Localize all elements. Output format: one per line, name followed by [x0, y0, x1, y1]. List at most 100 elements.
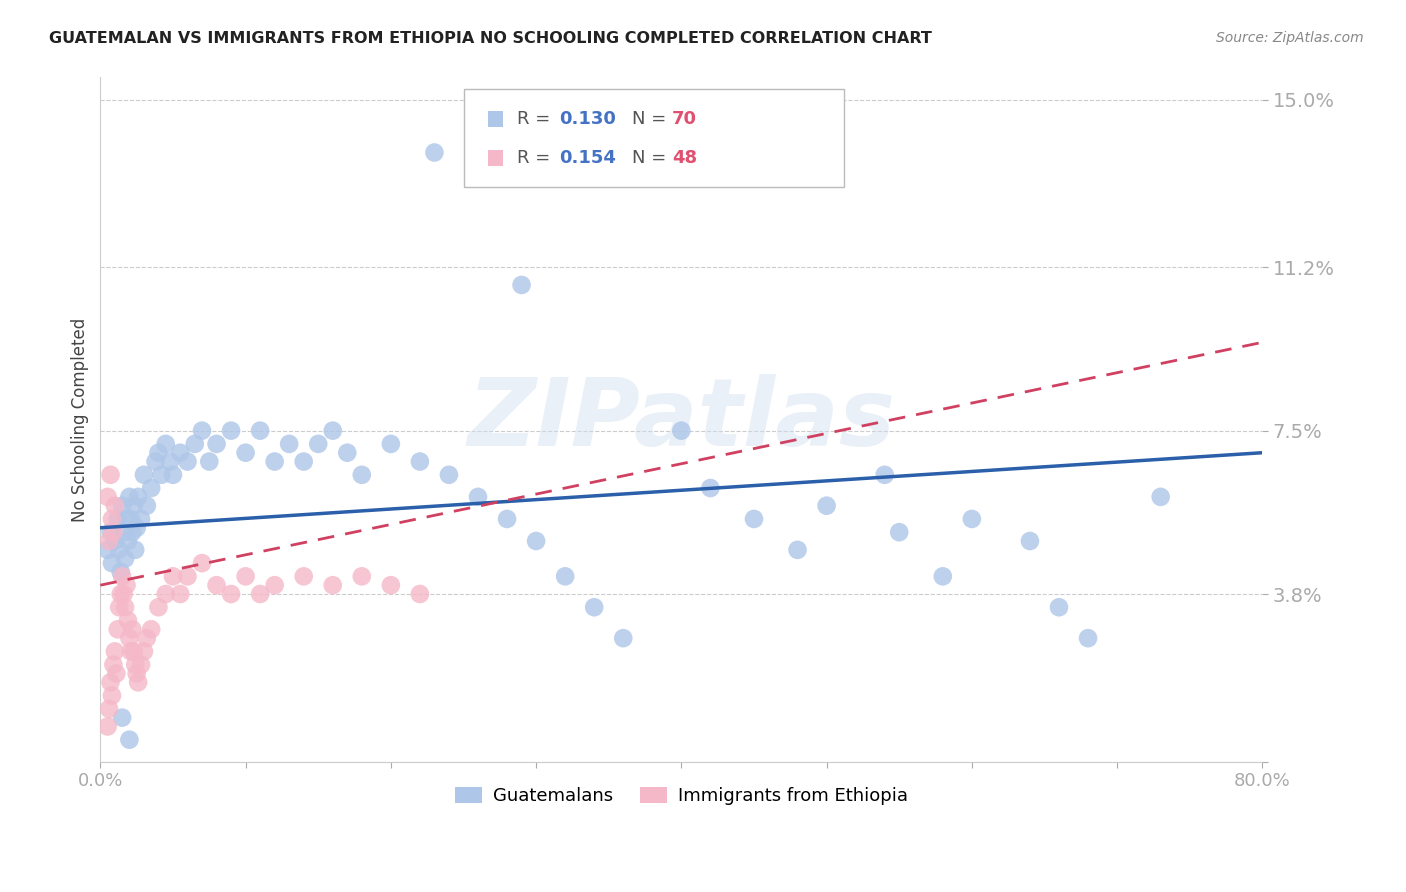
Point: [125, 521, 148, 535]
Point: [118, 732, 141, 747]
Point: [121, 623, 143, 637]
Point: [132, 467, 155, 482]
Text: R =: R =: [517, 149, 557, 167]
Text: GUATEMALAN VS IMMIGRANTS FROM ETHIOPIA NO SCHOOLING COMPLETED CORRELATION CHART: GUATEMALAN VS IMMIGRANTS FROM ETHIOPIA N…: [49, 31, 932, 46]
Point: [107, 512, 129, 526]
Point: [101, 689, 124, 703]
Point: [122, 499, 145, 513]
Point: [380, 578, 402, 592]
Point: [380, 437, 402, 451]
Point: [135, 499, 157, 513]
Point: [97, 490, 120, 504]
Point: [786, 542, 808, 557]
Point: [141, 481, 163, 495]
Point: [205, 578, 228, 592]
Point: [307, 437, 329, 451]
Point: [122, 644, 145, 658]
Point: [129, 512, 152, 526]
Point: [1150, 490, 1173, 504]
Point: [118, 490, 141, 504]
Point: [124, 542, 146, 557]
Point: [100, 675, 122, 690]
Point: [889, 525, 911, 540]
Point: [124, 657, 146, 672]
Point: [873, 467, 896, 482]
Point: [960, 512, 983, 526]
Point: [104, 499, 127, 513]
Point: [437, 467, 460, 482]
Point: [110, 587, 132, 601]
Point: [409, 454, 432, 468]
Point: [97, 542, 120, 557]
Text: 0.130: 0.130: [560, 110, 616, 128]
Point: [184, 437, 207, 451]
Point: [423, 145, 446, 160]
Point: [112, 587, 135, 601]
Point: [292, 569, 315, 583]
Point: [1019, 534, 1042, 549]
Text: N =: N =: [633, 149, 672, 167]
Point: [322, 578, 344, 592]
Text: 0.154: 0.154: [560, 149, 616, 167]
Point: [350, 569, 373, 583]
Point: [120, 644, 142, 658]
Point: [101, 512, 124, 526]
Point: [336, 446, 359, 460]
Point: [263, 454, 285, 468]
Point: [110, 565, 132, 579]
Text: ZIPatlas: ZIPatlas: [467, 374, 896, 466]
Point: [162, 569, 184, 583]
Point: [115, 512, 138, 526]
Point: [249, 424, 271, 438]
Point: [101, 556, 124, 570]
Point: [191, 556, 214, 570]
Point: [219, 424, 242, 438]
Point: [278, 437, 301, 451]
Text: 48: 48: [672, 149, 697, 167]
Point: [249, 587, 271, 601]
Point: [118, 631, 141, 645]
Point: [145, 454, 167, 468]
Point: [155, 437, 177, 451]
Point: [111, 569, 134, 583]
Point: [815, 499, 838, 513]
Point: [176, 454, 198, 468]
Point: [104, 644, 127, 658]
Point: [132, 644, 155, 658]
Point: [350, 467, 373, 482]
Point: [100, 525, 122, 540]
Point: [155, 587, 177, 601]
Point: [114, 600, 136, 615]
Point: [127, 675, 149, 690]
Point: [112, 525, 135, 540]
Point: [111, 711, 134, 725]
Point: [148, 446, 170, 460]
Point: [671, 424, 693, 438]
Point: [111, 499, 134, 513]
Point: [98, 534, 121, 549]
Point: [104, 534, 127, 549]
Point: [496, 512, 519, 526]
Point: [169, 446, 191, 460]
Point: [100, 467, 122, 482]
Point: [117, 534, 139, 549]
Point: [176, 569, 198, 583]
Text: N =: N =: [633, 110, 672, 128]
Text: R =: R =: [517, 110, 557, 128]
Point: [932, 569, 955, 583]
Point: [162, 467, 184, 482]
Point: [322, 424, 344, 438]
Point: [1077, 631, 1099, 645]
Point: [98, 702, 121, 716]
Point: [263, 578, 285, 592]
Point: [699, 481, 721, 495]
Point: [409, 587, 432, 601]
Point: [467, 490, 489, 504]
Point: [108, 600, 131, 615]
Point: [235, 569, 257, 583]
Point: [141, 623, 163, 637]
Point: [117, 614, 139, 628]
Point: [191, 424, 214, 438]
Point: [105, 666, 128, 681]
Point: [135, 631, 157, 645]
